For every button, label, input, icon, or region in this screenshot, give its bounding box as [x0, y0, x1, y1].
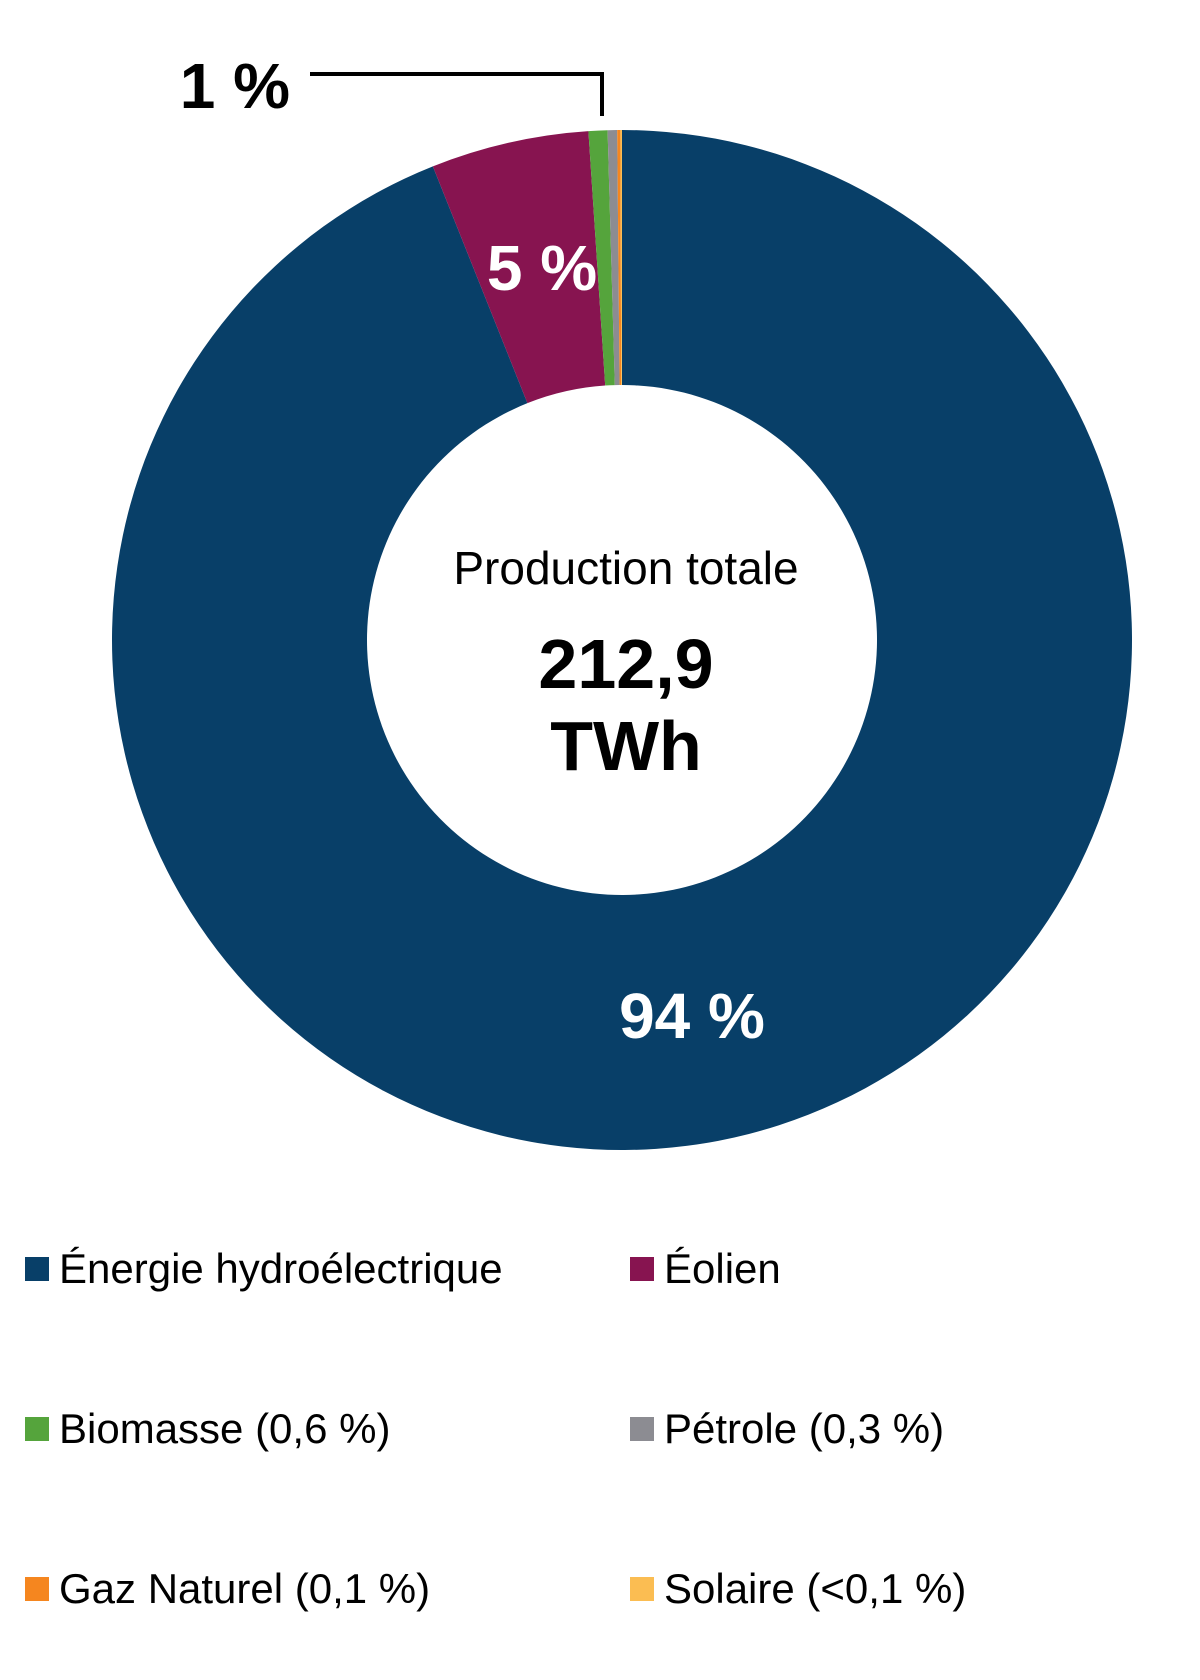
legend-item: Éolien	[630, 1245, 781, 1293]
legend-swatch	[25, 1417, 49, 1441]
legend-item: Pétrole (0,3 %)	[630, 1405, 944, 1453]
callout-leader-line	[310, 72, 604, 116]
callout-label: 1 %	[180, 50, 290, 122]
legend-item: Énergie hydroélectrique	[25, 1245, 503, 1293]
slice-petrole	[607, 130, 620, 386]
center-label: Production totale	[453, 542, 798, 594]
slice-label: 5 %	[487, 232, 597, 304]
legend-label: Solaire (<0,1 %)	[664, 1565, 967, 1612]
legend-label: Pétrole (0,3 %)	[664, 1405, 945, 1452]
slice-energie-hydroelectrique	[111, 130, 1132, 1151]
legend-swatch	[630, 1417, 654, 1441]
slice-solaire	[620, 130, 622, 386]
legend-label: Énergie hydroélectrique	[59, 1245, 503, 1292]
center-value: 212,9	[538, 625, 713, 703]
legend-label: Biomasse (0,6 %)	[59, 1405, 391, 1452]
legend-label: Gaz Naturel (0,1 %)	[59, 1565, 431, 1612]
slice-labels: 94 % 5 %	[487, 232, 765, 1052]
legend-item: Solaire (<0,1 %)	[630, 1565, 966, 1613]
slice-gaz-naturel	[617, 130, 622, 386]
legend-item: Biomasse (0,6 %)	[25, 1405, 390, 1453]
donut-chart: 1 % 94 % 5 % Production totale 212,9 TWh	[111, 50, 1132, 1151]
legend-item: Gaz Naturel (0,1 %)	[25, 1565, 430, 1613]
legend-swatch	[630, 1257, 654, 1281]
donut-slices	[111, 130, 1132, 1151]
slice-biomasse	[588, 130, 615, 386]
legend-swatch	[25, 1257, 49, 1281]
center-unit: TWh	[550, 707, 702, 785]
legend-swatch	[25, 1577, 49, 1601]
slice-eolien	[432, 131, 606, 404]
legend-label: Éolien	[664, 1245, 781, 1292]
slice-label: 94 %	[619, 980, 765, 1052]
legend-swatch	[630, 1577, 654, 1601]
